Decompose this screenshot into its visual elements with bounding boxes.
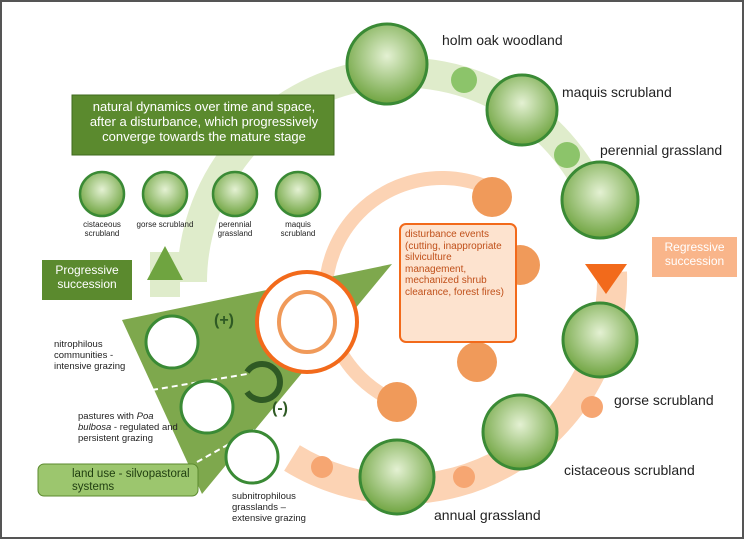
progressive-label: Progressive succession [42,264,132,292]
disturbance-text: disturbance events (cutting, inappropria… [405,229,513,298]
land-use-label: land use - silvopastoral systems [72,468,194,494]
sheep-circle [257,272,357,372]
grazing-label: nitrophilous communities - intensive gra… [54,340,142,373]
stage-label: holm oak woodland [442,32,563,48]
small-stage-label: cistaceous scrubland [72,220,132,238]
plus-label: (+) [214,312,234,330]
text: pastures with [78,411,137,422]
grazing-label: subnitrophilous grasslands – extensive g… [232,492,327,525]
small-stage-label: maquis scrubland [268,220,328,238]
stage-label: annual grassland [434,507,541,523]
minus-label: (-) [272,400,288,418]
regressive-label: Regressive succession [652,241,737,269]
small-stage-label: gorse scrubland [135,220,195,229]
stage-label: cistaceous scrubland [564,462,695,478]
stage-label: maquis scrubland [562,84,672,100]
diagram: holm oak woodland maquis scrubland peren… [0,0,744,539]
small-stage-label: perennial grassland [205,220,265,238]
stage-label: gorse scrubland [614,392,714,408]
stage-label: perennial grassland [600,142,722,158]
grazing-label: pastures with Poa bulbosa - regulated an… [78,412,188,445]
title-text: natural dynamics over time and space, af… [78,100,330,145]
